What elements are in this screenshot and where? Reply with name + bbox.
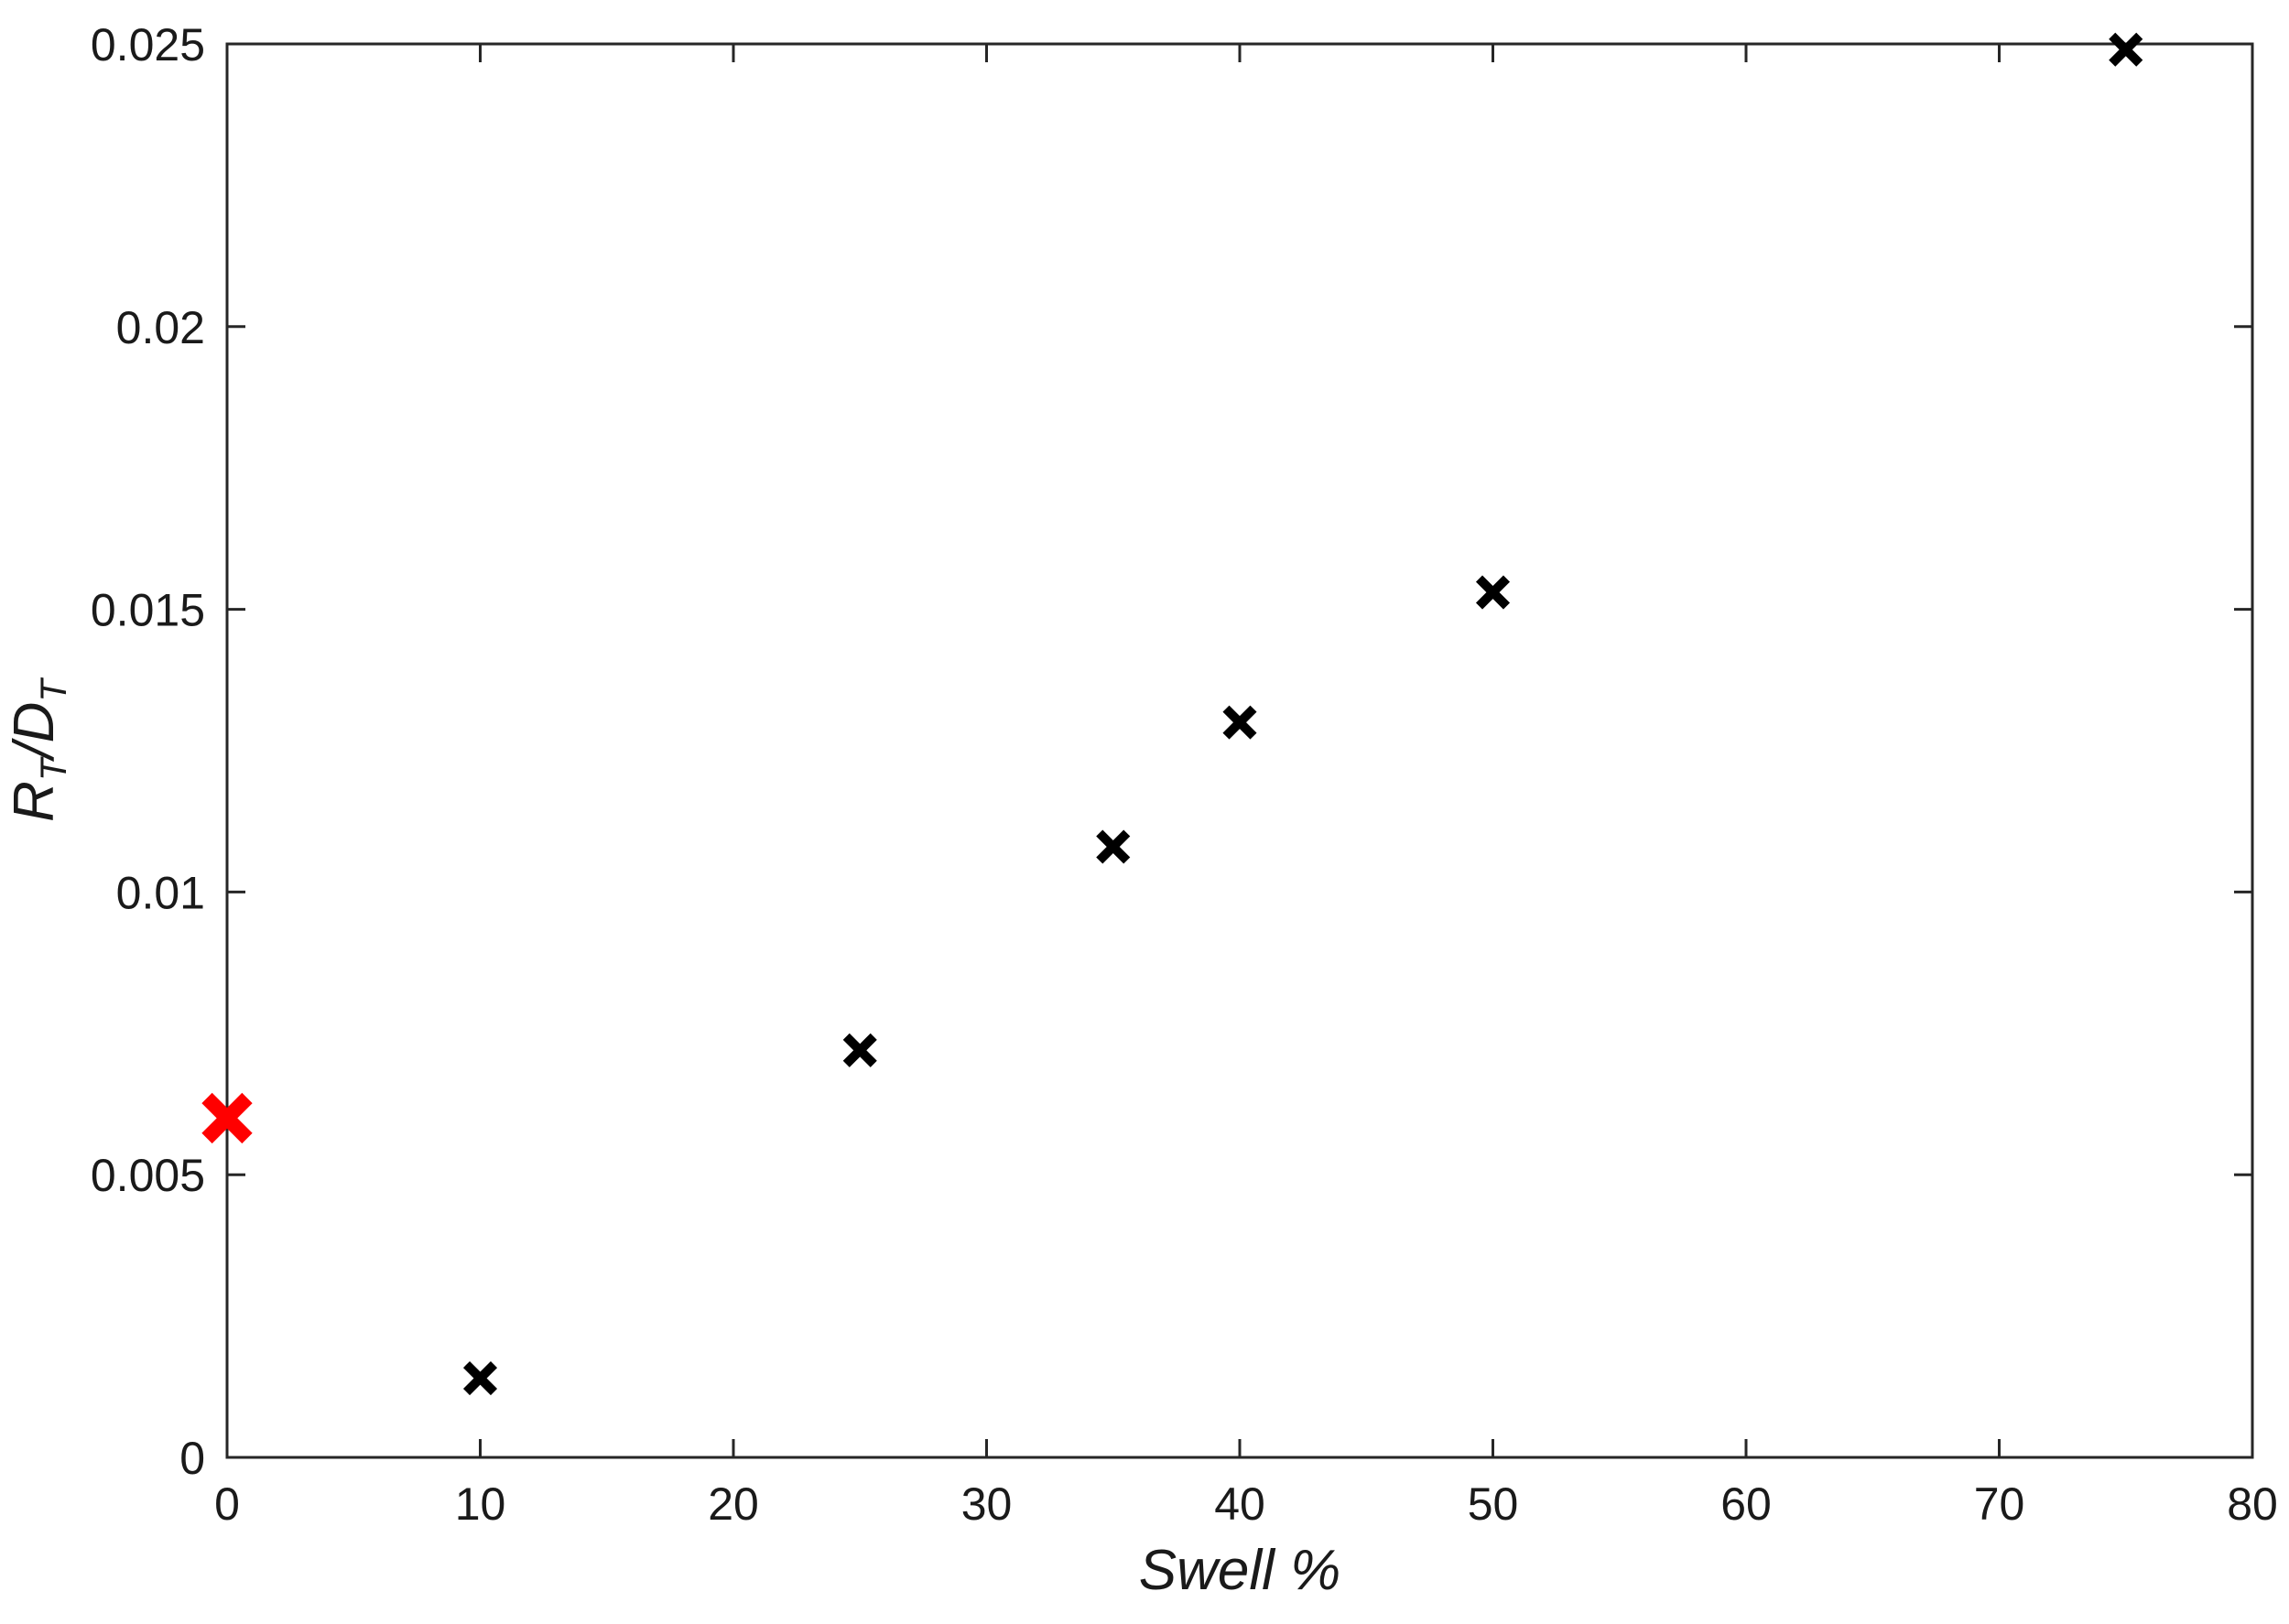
x-tick-label: 70 xyxy=(1974,1478,2025,1530)
y-axis-title-sub-2: T xyxy=(34,677,74,702)
y-axis-title-sub-1: T xyxy=(34,756,74,781)
highlighted-data-point xyxy=(201,1092,253,1144)
y-tick-label: 0 xyxy=(179,1433,205,1484)
points-layer xyxy=(201,32,2143,1396)
tick-labels-layer: 0 10 20 30 40 50 60 70 80 0 0.005 0.01 0.015 0.02 0.02… xyxy=(91,19,2278,1530)
x-axis-title: Swell % xyxy=(1139,1539,1341,1602)
y-tick-label: 0.02 xyxy=(116,302,205,353)
x-tick-label: 60 xyxy=(1720,1478,1772,1530)
data-point xyxy=(462,1361,498,1396)
data-point xyxy=(2109,32,2143,67)
y-axis-title-main-1: R xyxy=(3,781,66,822)
data-point xyxy=(1475,575,1511,610)
x-tick-label: 20 xyxy=(708,1478,759,1530)
y-axis-title: RT/DT xyxy=(3,677,74,822)
y-tick-label: 0.025 xyxy=(91,19,205,70)
y-tick-label: 0.005 xyxy=(91,1150,205,1201)
x-tick-label: 40 xyxy=(1214,1478,1265,1530)
x-tick-label: 80 xyxy=(2227,1478,2278,1530)
data-point xyxy=(1222,705,1257,740)
y-tick-label: 0.01 xyxy=(116,867,205,918)
data-point xyxy=(1096,829,1131,864)
x-tick-label: 0 xyxy=(214,1478,240,1530)
y-axis-title-main-2: D xyxy=(3,702,66,743)
x-tick-label: 50 xyxy=(1468,1478,1519,1530)
x-tick-label: 10 xyxy=(455,1478,506,1530)
data-point xyxy=(842,1033,877,1067)
x-tick-label: 30 xyxy=(961,1478,1013,1530)
plot-frame xyxy=(225,42,2254,1459)
y-tick-label: 0.015 xyxy=(91,585,205,636)
